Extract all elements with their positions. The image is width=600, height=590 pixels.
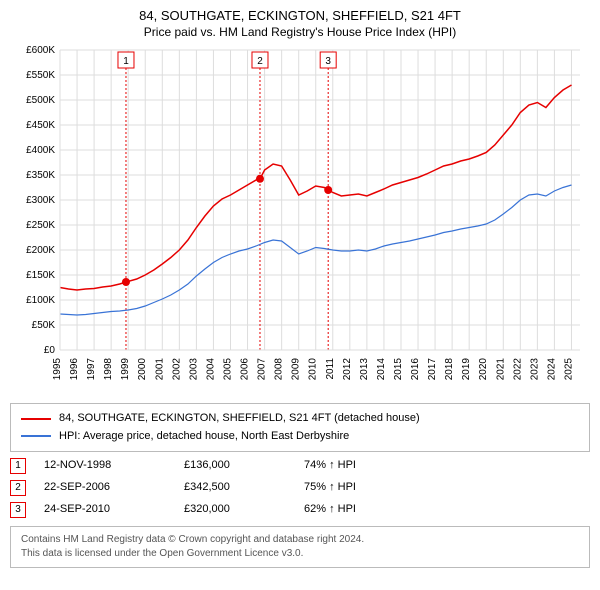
svg-text:2008: 2008 — [274, 358, 285, 381]
sale-hpi: 75% ↑ HPI — [304, 480, 356, 495]
sale-row: 2 22-SEP-2006£342,50075% ↑ HPI — [10, 480, 590, 496]
svg-text:2002: 2002 — [171, 358, 182, 381]
chart-subtitle: Price paid vs. HM Land Registry's House … — [10, 25, 590, 39]
sale-date: 22-SEP-2006 — [44, 480, 184, 495]
chart-title: 84, SOUTHGATE, ECKINGTON, SHEFFIELD, S21… — [10, 8, 590, 23]
sale-row: 1 12-NOV-1998£136,00074% ↑ HPI — [10, 458, 590, 474]
svg-text:2007: 2007 — [257, 358, 268, 381]
svg-text:3: 3 — [325, 56, 331, 67]
svg-text:1997: 1997 — [86, 358, 97, 381]
legend-label-hpi: HPI: Average price, detached house, Nort… — [59, 428, 349, 446]
sale-hpi: 62% ↑ HPI — [304, 502, 356, 517]
legend-swatch-hpi — [21, 435, 51, 437]
svg-text:2005: 2005 — [222, 358, 233, 381]
svg-text:2019: 2019 — [461, 358, 472, 381]
legend-label-property: 84, SOUTHGATE, ECKINGTON, SHEFFIELD, S21… — [59, 410, 420, 428]
svg-text:1998: 1998 — [103, 358, 114, 381]
svg-text:2022: 2022 — [512, 358, 523, 381]
sale-hpi: 74% ↑ HPI — [304, 458, 356, 473]
sale-marker: 3 — [10, 502, 26, 518]
svg-text:£200K: £200K — [26, 245, 55, 256]
footer-box: Contains HM Land Registry data © Crown c… — [10, 526, 590, 568]
svg-text:1999: 1999 — [120, 358, 131, 381]
sale-price: £136,000 — [184, 458, 304, 473]
svg-text:2015: 2015 — [393, 358, 404, 381]
svg-text:1: 1 — [123, 56, 129, 67]
sale-row: 3 24-SEP-2010£320,00062% ↑ HPI — [10, 502, 590, 518]
svg-text:£50K: £50K — [32, 320, 56, 331]
sale-price: £342,500 — [184, 480, 304, 495]
svg-text:£500K: £500K — [26, 95, 55, 106]
svg-text:2010: 2010 — [308, 358, 319, 381]
svg-text:2024: 2024 — [546, 358, 557, 381]
footer-line1: Contains HM Land Registry data © Crown c… — [21, 533, 579, 547]
svg-text:2013: 2013 — [359, 358, 370, 381]
svg-text:2006: 2006 — [240, 358, 251, 381]
svg-text:2: 2 — [257, 56, 263, 67]
chart-plot: £0 £50K £100K £150K £200K £250K £300K £350K £400… — [10, 45, 590, 395]
svg-text:2003: 2003 — [188, 358, 199, 381]
svg-text:£150K: £150K — [26, 270, 55, 281]
title-block: 84, SOUTHGATE, ECKINGTON, SHEFFIELD, S21… — [10, 8, 590, 39]
footer-line2: This data is licensed under the Open Gov… — [21, 547, 579, 561]
sale-date: 24-SEP-2010 — [44, 502, 184, 517]
svg-text:2014: 2014 — [376, 358, 387, 381]
svg-text:2000: 2000 — [137, 358, 148, 381]
svg-text:1996: 1996 — [69, 358, 80, 381]
svg-text:£450K: £450K — [26, 120, 55, 131]
sale-marker: 2 — [10, 480, 26, 496]
sale-marker: 1 — [10, 458, 26, 474]
svg-text:2004: 2004 — [205, 358, 216, 381]
chart-container: 84, SOUTHGATE, ECKINGTON, SHEFFIELD, S21… — [0, 0, 600, 578]
sale-date: 12-NOV-1998 — [44, 458, 184, 473]
chart-svg: £0 £50K £100K £150K £200K £250K £300K £350K £400… — [10, 45, 590, 395]
legend-box: 84, SOUTHGATE, ECKINGTON, SHEFFIELD, S21… — [10, 403, 590, 452]
svg-text:2016: 2016 — [410, 358, 421, 381]
sales-list: 1 12-NOV-1998£136,00074% ↑ HPI 2 22-SEP-200… — [10, 458, 590, 518]
svg-text:2001: 2001 — [154, 358, 165, 381]
svg-text:2023: 2023 — [529, 358, 540, 381]
sale-price: £320,000 — [184, 502, 304, 517]
svg-text:2011: 2011 — [325, 358, 336, 380]
svg-text:2017: 2017 — [427, 358, 438, 381]
svg-text:2012: 2012 — [342, 358, 353, 381]
svg-text:£100K: £100K — [26, 295, 55, 306]
svg-text:£250K: £250K — [26, 220, 55, 231]
svg-text:£350K: £350K — [26, 170, 55, 181]
svg-text:£0: £0 — [44, 345, 56, 356]
legend-row-hpi: HPI: Average price, detached house, Nort… — [21, 428, 579, 446]
svg-text:£300K: £300K — [26, 195, 55, 206]
legend-row-property: 84, SOUTHGATE, ECKINGTON, SHEFFIELD, S21… — [21, 410, 579, 428]
svg-text:2020: 2020 — [478, 358, 489, 381]
svg-text:2025: 2025 — [563, 358, 574, 381]
svg-text:2021: 2021 — [495, 358, 506, 381]
svg-text:£550K: £550K — [26, 70, 55, 81]
svg-text:£400K: £400K — [26, 145, 55, 156]
svg-text:1995: 1995 — [52, 358, 63, 381]
svg-text:2009: 2009 — [291, 358, 302, 381]
legend-swatch-property — [21, 418, 51, 420]
svg-text:2018: 2018 — [444, 358, 455, 381]
svg-text:£600K: £600K — [26, 45, 55, 56]
